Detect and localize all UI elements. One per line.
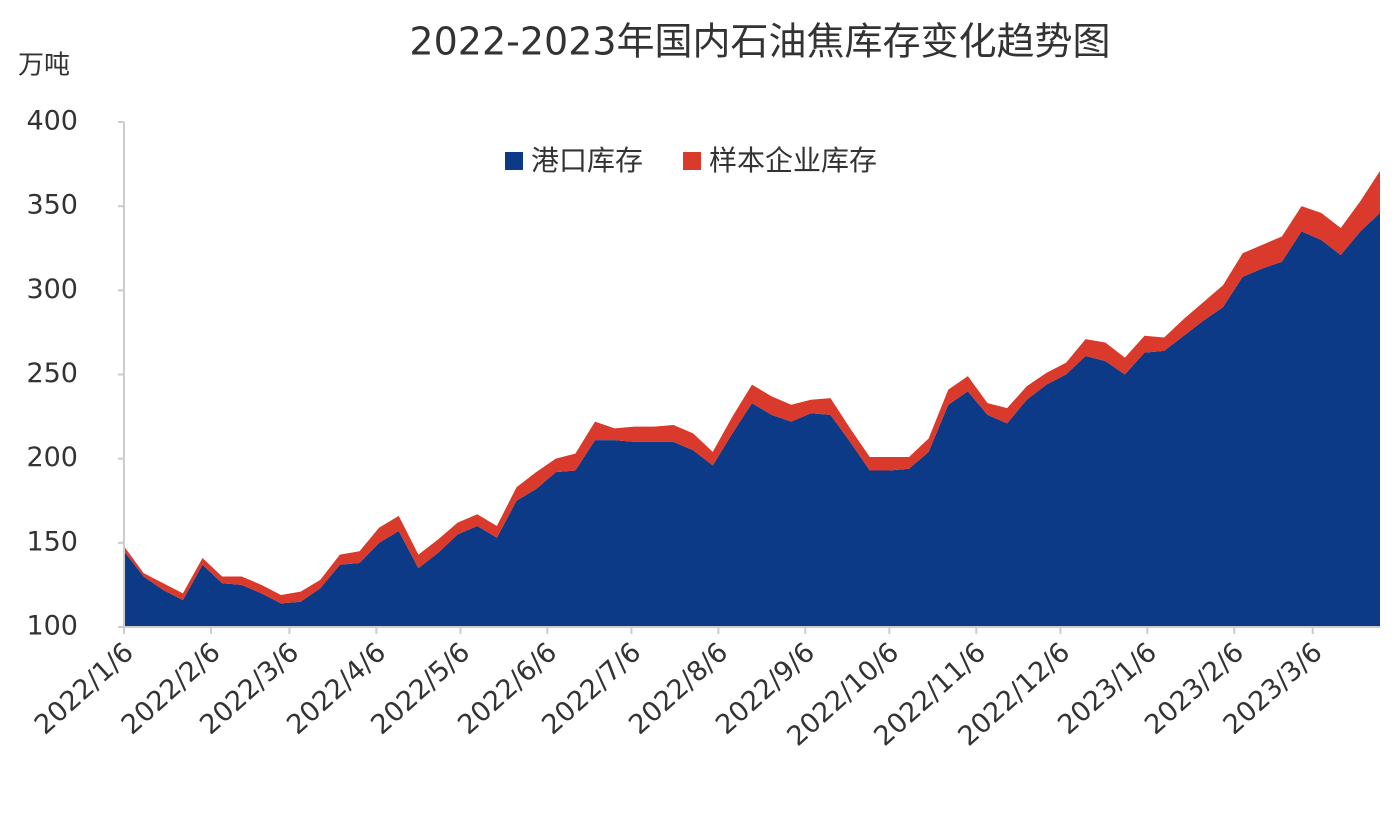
legend-label: 样本企业库存 xyxy=(709,144,877,177)
y-tick-label: 300 xyxy=(26,274,78,305)
legend-swatch xyxy=(505,152,523,170)
area xyxy=(124,170,1380,604)
y-tick-label: 400 xyxy=(26,106,78,137)
y-tick-label: 350 xyxy=(26,190,78,221)
y-tick-label: 200 xyxy=(26,442,78,473)
y-tick-label: 100 xyxy=(26,611,78,642)
legend-swatch xyxy=(683,152,702,170)
y-tick-label: 250 xyxy=(26,358,78,389)
legend-label: 港口库存 xyxy=(531,144,643,177)
y-tick-label: 150 xyxy=(26,526,78,557)
y-axis-label: 万吨 xyxy=(18,51,70,81)
area xyxy=(124,212,1380,627)
chart-title: 2022-2023年国内石油焦库存变化趋势图 xyxy=(409,20,1110,64)
